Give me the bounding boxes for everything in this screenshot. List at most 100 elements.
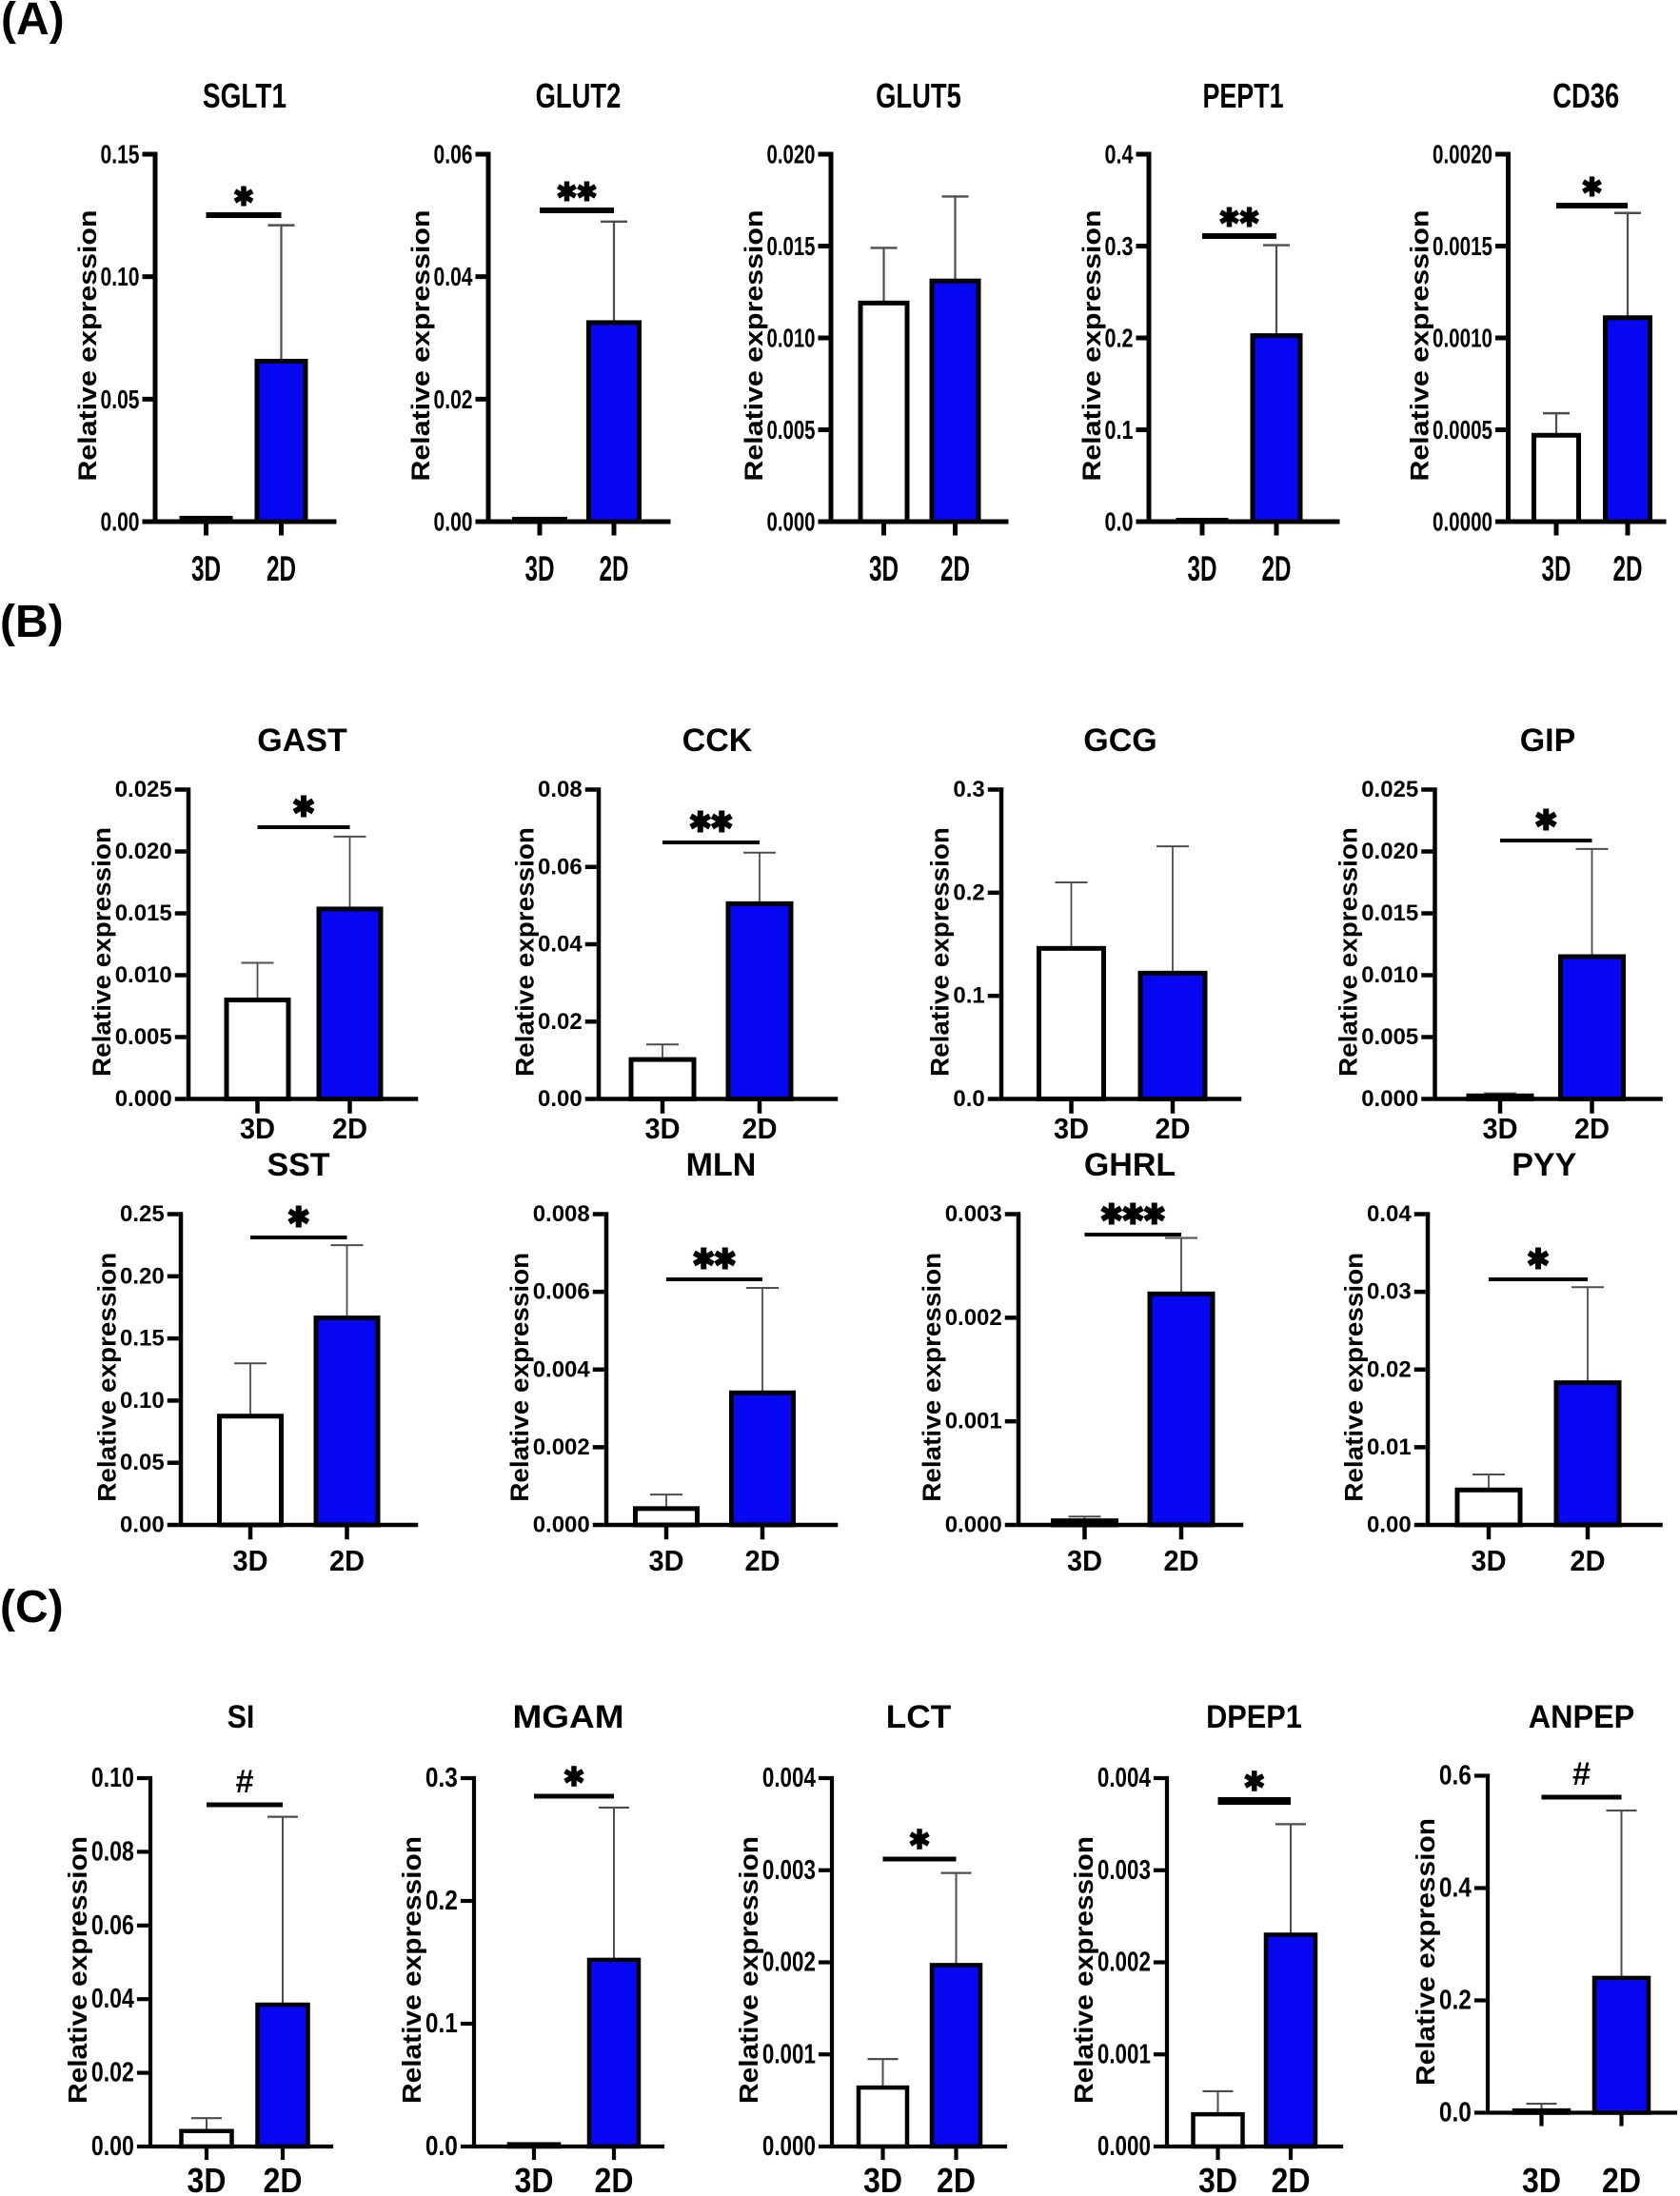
svg-text:0.3: 0.3 [1105,231,1134,261]
svg-text:(A): (A) [1,0,65,45]
svg-text:Relative expression: Relative expression [1069,1836,1098,2104]
svg-text:0.15: 0.15 [101,140,140,169]
svg-text:0.02: 0.02 [538,1009,583,1035]
svg-text:0.020: 0.020 [115,839,172,864]
svg-text:2D: 2D [600,549,629,588]
svg-text:DPEP1: DPEP1 [1206,1699,1302,1735]
svg-text:0.002: 0.002 [945,1305,1002,1331]
svg-text:0.000: 0.000 [945,1513,1002,1538]
svg-text:2D: 2D [1272,2161,1311,2196]
svg-text:0.04: 0.04 [1367,1201,1412,1227]
svg-text:0.006: 0.006 [533,1279,590,1305]
svg-text:0.08: 0.08 [538,777,583,802]
svg-text:2D: 2D [745,1544,781,1577]
svg-text:0.00: 0.00 [1367,1513,1412,1538]
svg-text:Relative expression: Relative expression [918,1253,946,1502]
svg-text:#: # [235,1764,253,1800]
svg-text:3D: 3D [1198,2161,1237,2196]
svg-text:0.0000: 0.0000 [1433,507,1492,537]
svg-text:3D: 3D [869,549,899,588]
svg-text:GLUT5: GLUT5 [876,76,961,115]
svg-text:(B): (B) [0,597,64,647]
svg-text:Relative expression: Relative expression [397,1836,426,2104]
svg-text:0.25: 0.25 [120,1201,165,1227]
svg-text:3D: 3D [1522,2161,1561,2196]
svg-text:0.02: 0.02 [434,385,473,414]
svg-text:3D: 3D [1542,549,1571,588]
svg-text:3D: 3D [1483,1112,1518,1145]
svg-text:0.0020: 0.0020 [1433,140,1492,169]
svg-text:0.003: 0.003 [1097,1855,1151,1886]
svg-text:Relative expression: Relative expression [88,827,116,1077]
svg-text:0.4: 0.4 [1439,1873,1472,1904]
svg-text:0.2: 0.2 [1439,1986,1472,2016]
svg-text:GCG: GCG [1083,722,1156,759]
svg-text:0.0: 0.0 [1439,2098,1472,2128]
svg-text:3D: 3D [649,1544,684,1577]
svg-text:0.4: 0.4 [1105,140,1134,169]
svg-text:3D: 3D [863,2161,902,2196]
svg-text:0.1: 0.1 [953,983,984,1009]
svg-text:2D: 2D [267,549,296,588]
svg-text:0.01: 0.01 [1367,1434,1412,1460]
svg-text:Relative expression: Relative expression [1334,827,1362,1077]
svg-text:Relative expression: Relative expression [73,210,102,482]
svg-text:Relative expression: Relative expression [1339,1253,1368,1502]
svg-text:0.3: 0.3 [425,1763,458,1793]
svg-text:0.008: 0.008 [533,1201,590,1227]
svg-text:2D: 2D [1571,1544,1606,1577]
svg-text:0.08: 0.08 [91,1836,134,1867]
svg-text:0.10: 0.10 [101,262,140,291]
svg-text:Relative expression: Relative expression [740,210,768,482]
svg-text:0.6: 0.6 [1439,1761,1472,1791]
svg-text:ANPEP: ANPEP [1529,1699,1635,1735]
svg-text:0.000: 0.000 [1097,2131,1151,2162]
svg-text:SGLT1: SGLT1 [203,76,287,115]
svg-text:0.003: 0.003 [945,1201,1002,1227]
svg-text:Relative expression: Relative expression [510,827,539,1077]
svg-text:SI: SI [227,1699,255,1735]
svg-text:0.000: 0.000 [1361,1086,1418,1112]
svg-text:0.02: 0.02 [1367,1356,1412,1382]
svg-text:2D: 2D [329,1544,365,1577]
svg-text:0.005: 0.005 [1361,1024,1418,1050]
svg-text:0.00: 0.00 [120,1513,165,1538]
svg-text:0.002: 0.002 [762,1948,816,1978]
svg-text:3D: 3D [233,1544,268,1577]
svg-text:PEPT1: PEPT1 [1202,76,1283,115]
svg-text:0.000: 0.000 [533,1513,590,1538]
svg-text:Relative expression: Relative expression [92,1253,121,1502]
svg-text:PYY: PYY [1512,1147,1576,1183]
svg-text:0.05: 0.05 [120,1450,165,1475]
svg-text:3D: 3D [1054,1112,1089,1145]
svg-text:0.10: 0.10 [91,1763,134,1793]
svg-text:0.001: 0.001 [762,2039,816,2069]
svg-text:GHRL: GHRL [1084,1147,1176,1183]
svg-text:0.04: 0.04 [434,262,473,291]
svg-text:3D: 3D [1188,549,1217,588]
svg-text:0.010: 0.010 [115,962,172,988]
svg-text:0.3: 0.3 [953,777,984,802]
svg-text:LCT: LCT [886,1699,952,1735]
svg-text:0.06: 0.06 [434,140,473,169]
svg-text:3D: 3D [1472,1544,1507,1577]
svg-text:0.0015: 0.0015 [1433,231,1492,261]
svg-text:0.10: 0.10 [120,1388,165,1414]
svg-text:0.0: 0.0 [1105,507,1134,537]
svg-text:Relative expression: Relative expression [926,827,955,1077]
svg-text:3D: 3D [645,1112,681,1145]
svg-text:0.001: 0.001 [1097,2039,1151,2069]
svg-text:MGAM: MGAM [513,1699,624,1735]
svg-text:#: # [1572,1756,1591,1792]
svg-text:2D: 2D [264,2161,303,2196]
svg-text:MLN: MLN [686,1147,757,1183]
svg-text:0.02: 0.02 [91,2058,134,2088]
svg-text:0.2: 0.2 [425,1886,458,1916]
svg-text:0.002: 0.002 [533,1434,590,1460]
svg-text:2D: 2D [937,2161,976,2196]
svg-text:0.00: 0.00 [434,507,473,537]
svg-text:0.002: 0.002 [1097,1948,1151,1978]
svg-text:0.003: 0.003 [762,1855,816,1886]
svg-text:Relative expression: Relative expression [1077,210,1106,482]
svg-text:0.00: 0.00 [538,1086,583,1112]
